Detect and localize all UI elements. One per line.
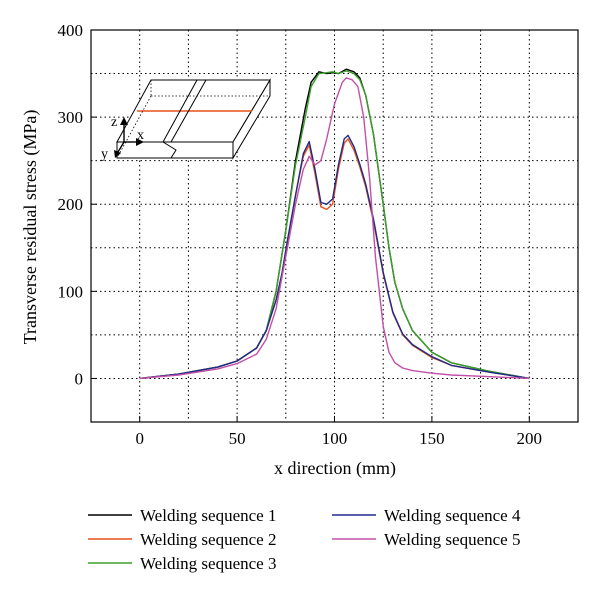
inset-cut-line-1 [170, 79, 207, 143]
legend-label-2: Welding sequence 2 [140, 530, 276, 549]
x-axis-label: x direction (mm) [274, 458, 396, 479]
axis-ticks: 0 50 100 150 200 0 100 200 300 400 [58, 21, 543, 448]
legend-label-3: Welding sequence 3 [140, 554, 276, 573]
inset-x-label: x [137, 128, 144, 143]
weld-plate-inset: z x y [101, 78, 271, 162]
inset-y-arrow [117, 141, 125, 153]
inset-x-arrowhead [136, 138, 144, 146]
legend-label-4: Welding sequence 4 [384, 506, 521, 525]
x-tick-label: 200 [517, 429, 543, 448]
y-tick-label: 100 [58, 282, 84, 301]
legend-label-1: Welding sequence 1 [140, 506, 276, 525]
inset-dotted-edge-3 [116, 95, 152, 159]
x-tick-label: 0 [135, 429, 144, 448]
inset-plate-side [232, 78, 271, 160]
x-tick-label: 150 [419, 429, 445, 448]
y-tick-label: 200 [58, 195, 84, 214]
series-lines [139, 68, 530, 380]
y-tick-label: 300 [58, 108, 84, 127]
inset-groove [162, 141, 177, 159]
inset-plate-front [116, 141, 234, 159]
inset-y-label: y [101, 147, 108, 162]
x-tick-label: 50 [229, 429, 246, 448]
y-axis-label: Transverse residual stress (MPa) [20, 110, 41, 345]
y-tick-label: 400 [58, 21, 84, 40]
inset-z-label: z [111, 115, 117, 130]
x-tick-label: 100 [322, 429, 348, 448]
legend: Welding sequence 1 Welding sequence 2 Weld… [88, 506, 521, 573]
series-line-5 [139, 77, 530, 380]
inset-cut-line-2 [162, 79, 198, 143]
inset-z-arrowhead [120, 117, 128, 125]
legend-label-5: Welding sequence 5 [384, 530, 520, 549]
series-line-4 [139, 134, 530, 380]
inset-y-arrowhead [114, 150, 121, 158]
y-tick-label: 0 [75, 369, 84, 388]
